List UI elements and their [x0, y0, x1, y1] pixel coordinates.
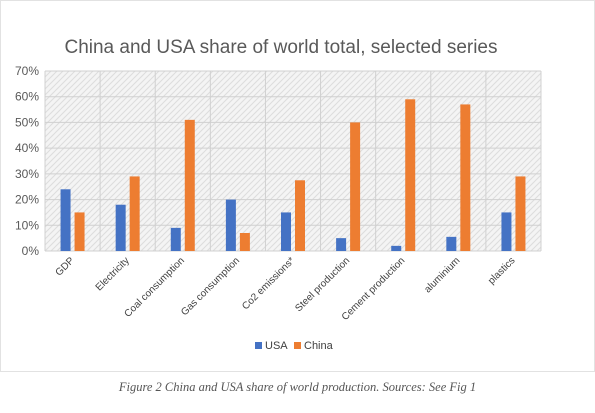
x-tick-label: GDP [54, 255, 77, 278]
x-tick-label: Coal consumption [123, 255, 187, 319]
bar-usa [225, 199, 236, 251]
bar-china [129, 176, 140, 251]
bar-usa [446, 236, 457, 251]
x-tick-label: Co2 emissions* [240, 255, 297, 312]
legend-label-china: China [304, 340, 334, 352]
y-tick-label: 30% [15, 167, 39, 181]
y-tick-label: 50% [15, 115, 39, 129]
y-tick-label: 70% [15, 64, 39, 78]
legend-swatch-china [294, 342, 301, 349]
chart-title: China and USA share of world total, sele… [64, 37, 497, 58]
legend-label-usa: USA [265, 340, 288, 352]
y-tick-label: 40% [15, 141, 39, 155]
bar-china [515, 176, 526, 251]
bar-china [239, 233, 250, 251]
bar-usa [170, 227, 181, 251]
bar-usa [115, 204, 126, 251]
bar-china [295, 180, 305, 251]
bar-usa [60, 189, 71, 251]
chart-frame: China and USA share of world total, sele… [0, 0, 595, 372]
bar-china [405, 99, 416, 252]
y-tick-label: 0% [22, 244, 40, 258]
y-tick-label: 10% [15, 218, 39, 232]
legend: USA China [255, 340, 334, 352]
bar-china [460, 104, 471, 251]
legend-swatch-usa [255, 342, 262, 349]
bar-usa [281, 212, 291, 251]
bar-usa [391, 245, 402, 251]
x-tick-label: Gas consumption [179, 255, 242, 318]
bar-china [350, 122, 361, 251]
bar-usa [336, 238, 347, 251]
bar-china [184, 119, 195, 251]
x-tick-label: plastics [486, 255, 517, 286]
x-tick-label: Electricity [94, 255, 132, 293]
bar-china [74, 212, 85, 251]
x-tick-label: aluminium [422, 255, 462, 295]
bar-chart: China and USA share of world total, sele… [15, 37, 542, 352]
y-tick-label: 20% [15, 193, 39, 207]
x-tick-label: Steel production [293, 255, 352, 314]
figure-caption: Figure 2 China and USA share of world pr… [118, 380, 477, 394]
x-tick-label: Cement production [340, 255, 408, 323]
plot-area [45, 71, 541, 251]
bar-usa [501, 212, 512, 251]
y-tick-label: 60% [15, 90, 39, 104]
